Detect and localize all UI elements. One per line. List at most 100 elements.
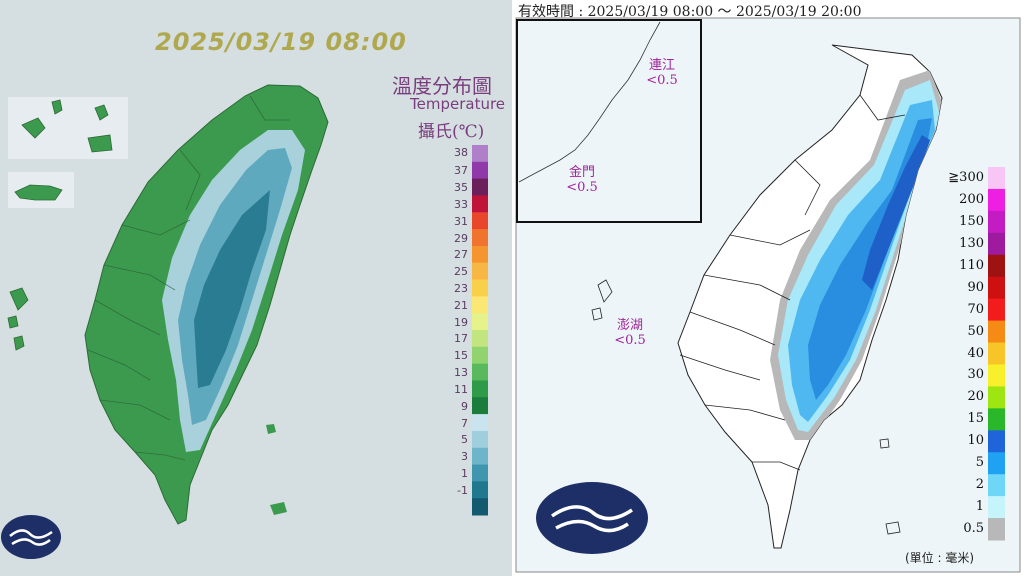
temperature-legend-tick: 11: [454, 382, 468, 396]
temperature-title: 溫度分布圖: [392, 74, 492, 98]
rainfall-legend-swatch: [988, 232, 1005, 256]
temperature-legend-swatch: [472, 363, 488, 381]
temperature-legend-swatch: [472, 161, 488, 180]
temperature-legend-swatch: [472, 195, 488, 213]
kinmen-island-shape: [14, 184, 63, 201]
inset-box: [516, 19, 702, 223]
rainfall-legend-tick: 40: [967, 345, 984, 361]
rainfall-legend-tick: 20: [967, 389, 984, 405]
penghu-value: <0.5: [614, 333, 646, 348]
rain-zone-dark: [862, 135, 930, 290]
rainfall-legend-swatch: [988, 518, 1005, 541]
rainfall-legend-swatch: [988, 276, 1005, 300]
matsu-label: 連江 <0.5: [642, 58, 682, 88]
green-island-shape: [266, 424, 276, 434]
cwa-logo-icon: [1, 515, 61, 559]
rainfall-legend-bar: [988, 167, 1005, 541]
temperature-legend-tick: 13: [454, 366, 468, 380]
rainfall-legend-swatch: [988, 320, 1005, 344]
temperature-subtitle: Temperature: [410, 95, 506, 113]
rainfall-legend-swatch: [988, 210, 1005, 234]
temperature-legend-swatch: [472, 481, 488, 499]
penghu-islands-shape: [7, 287, 29, 351]
temperature-legend-swatch: [472, 330, 488, 348]
temperature-legend-swatch: [472, 262, 488, 281]
green-island-rain: [879, 438, 890, 449]
temperature-legend-tick: 23: [454, 281, 468, 295]
orchid-island-rain: [885, 521, 901, 535]
rainfall-legend-swatch: [988, 364, 1005, 387]
temperature-legend-tick: 1: [461, 466, 468, 480]
rainfall-legend-swatch: [988, 167, 1005, 190]
temperature-legend-swatch: [472, 279, 488, 297]
kinmen-value: <0.5: [566, 180, 598, 195]
temperature-legend-tick: 5: [461, 433, 468, 447]
temperature-legend-swatch: [472, 313, 488, 331]
rainfall-legend-tick: 30: [967, 367, 984, 383]
temperature-legend-tick: 25: [454, 265, 468, 279]
rainfall-legend-tick: 10: [967, 433, 984, 449]
rainfall-legend-swatch: [988, 474, 1005, 497]
temperature-legend-tick: 19: [454, 315, 468, 329]
temperature-unit-label: 攝氏(℃): [418, 122, 485, 142]
rainfall-valid-time: 有效時間 : 2025/03/19 08:00 ～ 2025/03/19 20:…: [518, 4, 862, 20]
temperature-legend-swatch: [472, 178, 488, 196]
temperature-map-canvas: [1, 84, 488, 559]
penghu-name: 澎湖: [616, 318, 643, 333]
rainfall-legend-tick: ≧300: [948, 169, 984, 185]
rainfall-unit-label: (單位 : 毫米): [905, 551, 975, 565]
kinmen-label: 金門 <0.5: [562, 165, 602, 195]
temperature-legend-swatch: [472, 145, 488, 163]
temperature-legend-tick: 27: [454, 248, 468, 262]
county-borders: [87, 95, 290, 461]
rainfall-map-panel: 有效時間 : 2025/03/19 08:00 ～ 2025/03/19 20:…: [512, 0, 1024, 576]
rain-county-borders: [679, 94, 906, 471]
rainfall-legend-tick: 110: [959, 257, 984, 273]
temperature-legend-tick: 29: [454, 231, 468, 245]
kinmen-name: 金門: [568, 165, 595, 180]
rainfall-legend-tick: 90: [967, 279, 984, 295]
temperature-legend-tick: 9: [461, 399, 468, 413]
rainfall-legend-swatch: [988, 342, 1005, 365]
rainfall-legend-tick: 15: [967, 411, 984, 427]
temperature-legend-tick: 21: [454, 298, 468, 312]
rainfall-legend-swatch: [988, 298, 1005, 322]
temperature-legend-tick: 37: [454, 164, 468, 178]
rainfall-legend-swatch: [988, 386, 1005, 409]
matsu-islands-shape: [21, 99, 113, 153]
temperature-legend-swatch: [472, 229, 488, 247]
matsu-value: <0.5: [646, 73, 678, 88]
temperature-legend-tick: 38: [454, 146, 468, 160]
temperature-legend-tick: 31: [454, 214, 468, 228]
rainfall-legend-tick: 200: [959, 191, 984, 207]
rainfall-legend-tick: 2: [975, 477, 984, 493]
temperature-legend-swatch: [472, 447, 488, 466]
temperature-legend-swatch: [472, 414, 488, 432]
temperature-legend-tick: 15: [454, 349, 468, 363]
temperature-legend-swatch: [472, 346, 488, 365]
penghu-rain-shape: [591, 279, 613, 321]
rainfall-legend-tick: 1: [975, 499, 984, 515]
rainfall-legend-tick: 70: [967, 301, 984, 317]
temperature-legend-swatch: [472, 498, 488, 516]
rainfall-map-canvas: [515, 17, 1021, 573]
temperature-legend-tick: -1: [457, 483, 468, 497]
temperature-legend-swatch: [472, 245, 488, 264]
mountain-cold-zone-inner: [194, 190, 270, 388]
temperature-legend-swatch: [472, 397, 488, 415]
china-coast-inset: [518, 21, 661, 183]
temperature-map-panel: 2025/03/19 08:00 溫度分布圖 Temperature 攝氏(℃)…: [0, 0, 512, 576]
rainfall-legend-tick: 130: [959, 235, 984, 251]
orchid-island-shape: [270, 502, 287, 515]
rainfall-legend-swatch: [988, 254, 1005, 278]
temperature-legend-tick: 3: [461, 450, 468, 464]
temperature-legend-tick: 35: [454, 181, 468, 195]
rainfall-legend-swatch: [988, 452, 1005, 475]
temperature-legend-bar: [472, 145, 488, 516]
temperature-legend-tick: 17: [454, 332, 468, 346]
rainfall-legend-swatch: [988, 430, 1005, 453]
rainfall-legend-tick: 5: [975, 455, 984, 471]
rainfall-legend-swatch: [988, 408, 1005, 431]
rainfall-legend-tick: 50: [967, 323, 984, 339]
temperature-legend-swatch: [472, 430, 488, 449]
